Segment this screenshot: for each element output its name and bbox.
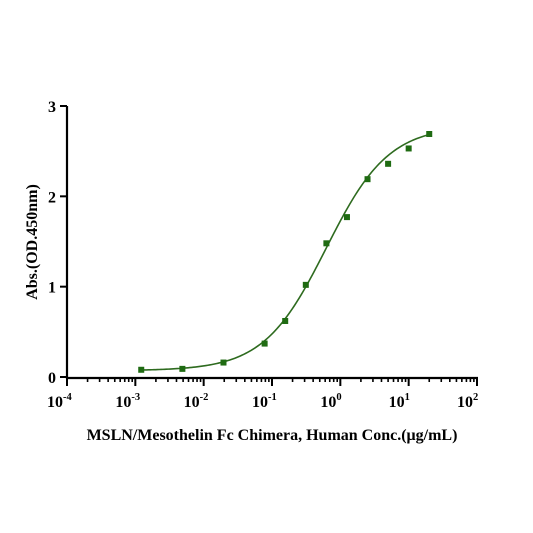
x-tick-exponent: 2 (473, 392, 478, 403)
x-axis-title: MSLN/Mesothelin Fc Chimera, Human Conc.(… (87, 427, 458, 444)
x-tick-exponent: 1 (405, 392, 410, 403)
y-axis-title: Abs.(OD.450nm) (24, 184, 41, 300)
data-point (220, 359, 227, 366)
data-point (364, 176, 371, 183)
data-point (179, 365, 186, 372)
x-tick-label: 10 (252, 394, 268, 411)
data-point (385, 160, 392, 167)
data-points (138, 131, 433, 373)
x-tick-base: 10 (457, 394, 473, 411)
x-tick-label: 10 (184, 394, 200, 411)
y-tick-label: 2 (48, 189, 56, 206)
x-tick-base: 10 (47, 394, 63, 411)
x-tick-base: 10 (252, 394, 268, 411)
x-tick-exponent: -2 (200, 392, 209, 403)
data-point (138, 366, 145, 373)
data-point (282, 317, 289, 324)
data-point (261, 340, 268, 347)
data-point (343, 214, 350, 221)
y-tick-label: 3 (48, 99, 56, 116)
fit-curve (141, 133, 430, 371)
data-point (302, 281, 309, 288)
y-tick-label: 1 (48, 280, 56, 297)
y-tick-label: 0 (48, 370, 56, 387)
x-tick-label: 10 (47, 394, 63, 411)
x-tick-label: 10 (320, 394, 336, 411)
x-tick-base: 10 (320, 394, 336, 411)
x-tick-exponent: -3 (131, 392, 140, 403)
axes (65, 106, 478, 380)
x-tick-label: 10 (115, 394, 131, 411)
x-tick-exponent: 0 (336, 392, 341, 403)
data-point (323, 240, 330, 247)
x-tick-exponent: -1 (268, 392, 277, 403)
data-point (426, 131, 433, 137)
x-tick-base: 10 (389, 394, 405, 411)
x-tick-base: 10 (115, 394, 131, 411)
x-tick-label: 10 (457, 394, 473, 411)
x-tick-base: 10 (184, 394, 200, 411)
x-tick-exponent: -4 (63, 392, 72, 403)
x-tick-label: 10 (389, 394, 405, 411)
ticks (60, 105, 478, 386)
data-point (405, 145, 412, 152)
